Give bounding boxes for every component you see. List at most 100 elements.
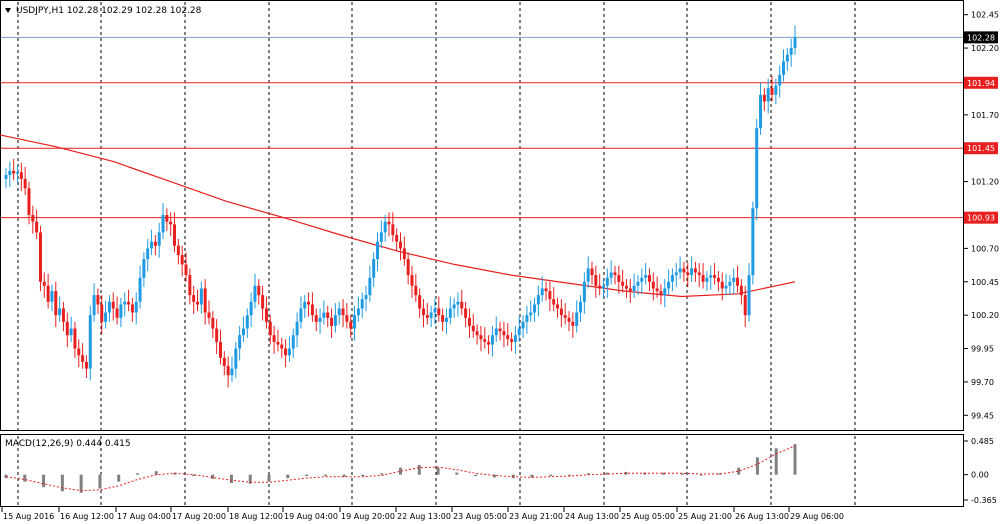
candle-body — [759, 94, 763, 129]
price-label-text: 101.94 — [967, 79, 995, 88]
candle-body — [441, 315, 445, 322]
candle-body — [46, 285, 50, 302]
candle-body — [467, 317, 471, 326]
candle-body — [157, 232, 161, 246]
candle-body — [487, 341, 491, 345]
candle-body — [138, 277, 142, 302]
candle-body — [755, 128, 759, 209]
price-labels-layer: 102.28 101.94 101.45 100.93 — [964, 31, 998, 224]
candle-body — [165, 215, 169, 222]
candle-body — [552, 299, 556, 305]
macd-y-tick-label: 0.00 — [971, 471, 989, 480]
macd-bar — [23, 474, 27, 482]
candle-body — [490, 335, 494, 345]
y-tick-label: 99.95 — [971, 345, 994, 354]
candle-body — [88, 315, 92, 369]
candle-body — [81, 355, 85, 362]
candle-body — [295, 321, 299, 336]
macd-bar — [60, 474, 64, 492]
candle-body — [690, 268, 694, 276]
candle-body — [414, 285, 418, 296]
x-tick-label: 16 Aug 12:00 — [60, 512, 114, 521]
candle-body — [556, 304, 560, 309]
y-tick-label: 99.45 — [971, 411, 994, 420]
candle-body — [743, 295, 747, 316]
candle-body — [663, 288, 667, 296]
candle-body — [326, 312, 330, 318]
macd-bar — [417, 464, 421, 475]
macd-bar — [755, 457, 759, 475]
y-tick-label: 100.45 — [971, 278, 999, 287]
candle-body — [130, 304, 134, 313]
candle-body — [582, 281, 586, 302]
macd-bar — [323, 474, 327, 477]
candle-body — [199, 288, 203, 305]
candle-body — [35, 221, 39, 233]
candle-body — [575, 312, 579, 326]
candle-body — [287, 348, 291, 356]
candle-body — [510, 339, 514, 342]
dropdown-triangle-icon[interactable] — [5, 8, 11, 13]
candle-body — [399, 241, 402, 249]
x-tick-label: 25 Aug 05:00 — [621, 512, 675, 521]
candle-body — [349, 321, 353, 329]
candle-body — [261, 295, 265, 309]
candle-body — [318, 317, 322, 322]
candle-body — [433, 308, 437, 313]
candle-body — [713, 275, 717, 278]
candle-body — [257, 285, 261, 296]
candle-body — [322, 312, 326, 318]
price-label-box — [964, 31, 998, 44]
macd-bar — [680, 473, 684, 475]
candle-body — [544, 288, 548, 292]
candle-body — [693, 268, 697, 273]
candle-body — [594, 275, 598, 286]
macd-bar — [98, 474, 102, 489]
candle-body — [762, 94, 766, 102]
candle-body — [253, 285, 257, 302]
candle-body — [395, 235, 399, 242]
candle-body — [31, 215, 35, 222]
candle-body — [42, 281, 46, 286]
x-tick-label: 25 Aug 21:00 — [678, 512, 732, 521]
candle-body — [176, 245, 180, 256]
moving-average-layer — [0, 134, 796, 298]
candle-body — [107, 301, 111, 313]
price-label-box — [964, 142, 998, 155]
candle-body — [494, 328, 498, 336]
candle-body — [563, 315, 567, 318]
candle-body — [372, 259, 376, 278]
macd-bar — [248, 474, 252, 484]
candle-body — [751, 208, 755, 276]
candle-body — [264, 308, 268, 322]
y-tick-label: 99.70 — [971, 378, 994, 387]
macd-bar — [136, 473, 139, 475]
candle-body — [234, 348, 238, 369]
candle-body — [789, 48, 793, 55]
candle-body — [456, 301, 460, 305]
candle-body — [180, 255, 184, 265]
candle-body — [84, 361, 88, 369]
macd-bar — [549, 474, 553, 477]
macd-bar — [229, 474, 233, 483]
candle-body — [590, 268, 594, 276]
candle-body — [479, 335, 483, 340]
price-label-text: 102.28 — [967, 33, 995, 42]
candle-body — [100, 304, 104, 322]
macd-bar — [79, 474, 83, 493]
candle-body — [173, 224, 177, 246]
candle-body — [27, 188, 31, 215]
candle-body — [38, 232, 42, 282]
candle-body — [636, 281, 640, 286]
candle-body — [770, 88, 774, 95]
candle-body — [19, 172, 23, 179]
candle-body — [368, 277, 372, 296]
macd-bar — [192, 474, 196, 477]
candle-body — [475, 331, 479, 336]
candle-body — [774, 85, 778, 95]
candle-body — [613, 272, 617, 276]
y-tick-label: 100.70 — [971, 244, 999, 253]
x-tick-label: 19 Aug 20:00 — [341, 512, 395, 521]
candle-body — [483, 339, 487, 342]
